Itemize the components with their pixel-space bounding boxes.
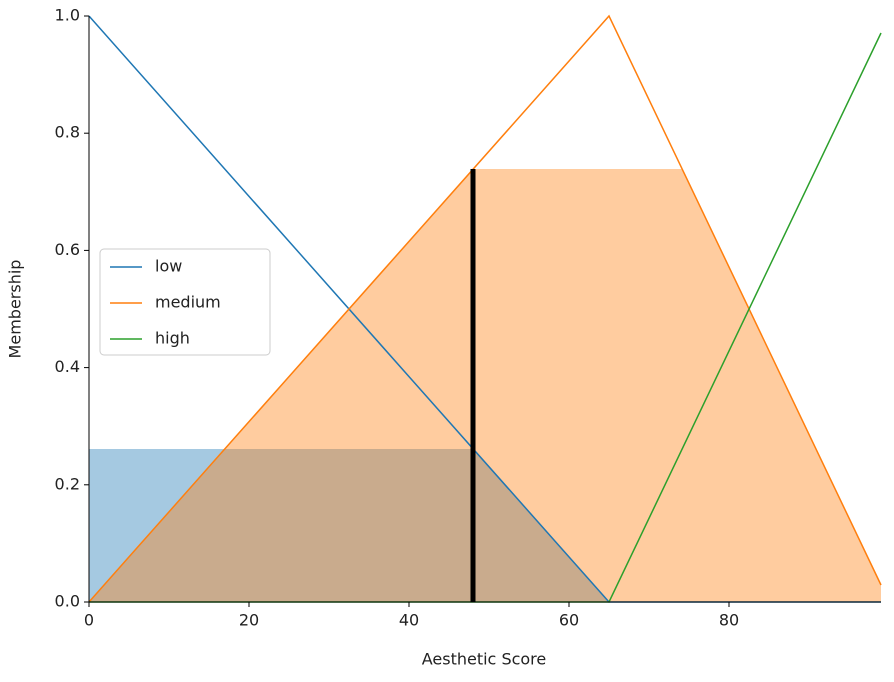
y-tick-label: 0.2 <box>55 474 80 493</box>
y-tick-label: 0.6 <box>55 240 80 259</box>
x-axis-label: Aesthetic Score <box>422 650 547 669</box>
x-tick-label: 0 <box>84 611 94 630</box>
x-tick-label: 40 <box>399 611 419 630</box>
y-tick-label: 0.4 <box>55 357 80 376</box>
x-tick-label: 60 <box>559 611 579 630</box>
y-axis-label: Membership <box>6 260 25 359</box>
y-tick-label: 0.8 <box>55 123 80 142</box>
legend: low medium high <box>99 248 271 356</box>
legend-label: high <box>155 329 190 348</box>
membership-line <box>88 14 882 603</box>
legend-label: low <box>155 257 182 276</box>
y-tick-label: 0.0 <box>55 592 80 611</box>
legend-label: medium <box>155 293 221 312</box>
legend-box <box>99 248 271 356</box>
x-tick-label: 20 <box>239 611 259 630</box>
x-tick-label: 80 <box>719 611 739 630</box>
y-tick-label: 1.0 <box>55 6 80 25</box>
activation-area <box>89 449 609 602</box>
activation-area <box>89 168 881 603</box>
